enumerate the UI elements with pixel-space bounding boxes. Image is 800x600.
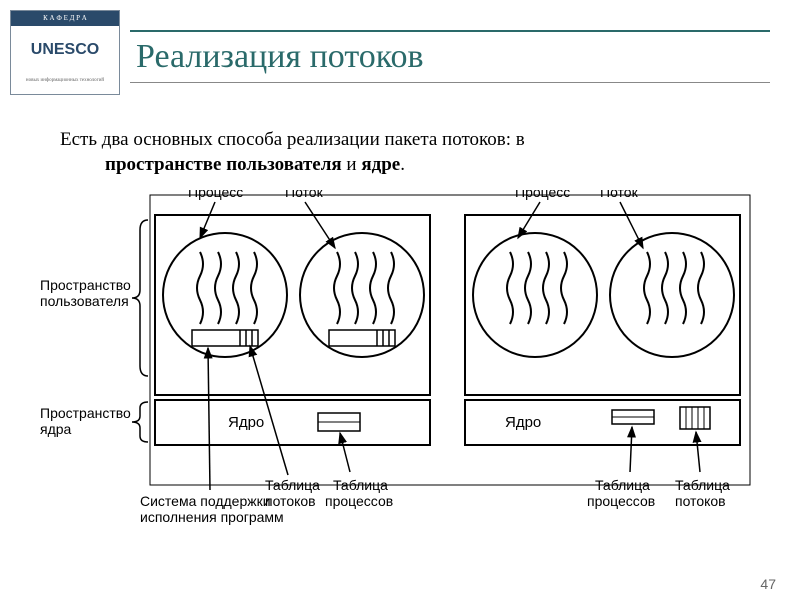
thread2-label: Поток — [600, 190, 639, 200]
body-mid: и — [342, 154, 362, 175]
thread-table2-label: Таблица потоков — [675, 477, 734, 509]
thread1-label: Поток — [285, 190, 324, 200]
unesco-logo: К А Ф Е Д Р А UNESCO новых информационны… — [10, 10, 120, 95]
user-space-label: Пространство пользователя — [40, 277, 135, 309]
logo-bottom-text: новых информационных технологий — [11, 74, 119, 94]
process2-label: Процесс — [515, 190, 570, 200]
thread-table1-label: Таблица потоков — [265, 477, 324, 509]
kernel-space-label: Пространство ядра — [40, 405, 135, 437]
logo-top-text: К А Ф Е Д Р А — [11, 11, 119, 26]
body-end: . — [400, 154, 405, 175]
body-text: Есть два основных способа реализации пак… — [60, 128, 760, 177]
threads-diagram: Ядро Ядро Процесс Поток Процесс Поток — [40, 190, 760, 530]
runtime-label: Система поддержки исполнения программ — [140, 493, 284, 525]
kernel1-label: Ядро — [228, 414, 264, 431]
process-table2-label: Таблица процессов — [587, 477, 655, 509]
title-underline — [130, 82, 770, 83]
process1-label: Процесс — [188, 190, 243, 200]
body-bold2: ядре — [361, 154, 400, 175]
page-number: 47 — [760, 576, 776, 592]
logo-mid-text: UNESCO — [11, 26, 119, 74]
kernel2-label: Ядро — [505, 414, 541, 431]
process-table1-label: Таблица процессов — [325, 477, 393, 509]
body-bold1: пространстве пользователя — [105, 154, 342, 175]
body-line1: Есть два основных способа реализации пак… — [60, 129, 525, 150]
page-title: Реализация потоков — [130, 30, 770, 76]
